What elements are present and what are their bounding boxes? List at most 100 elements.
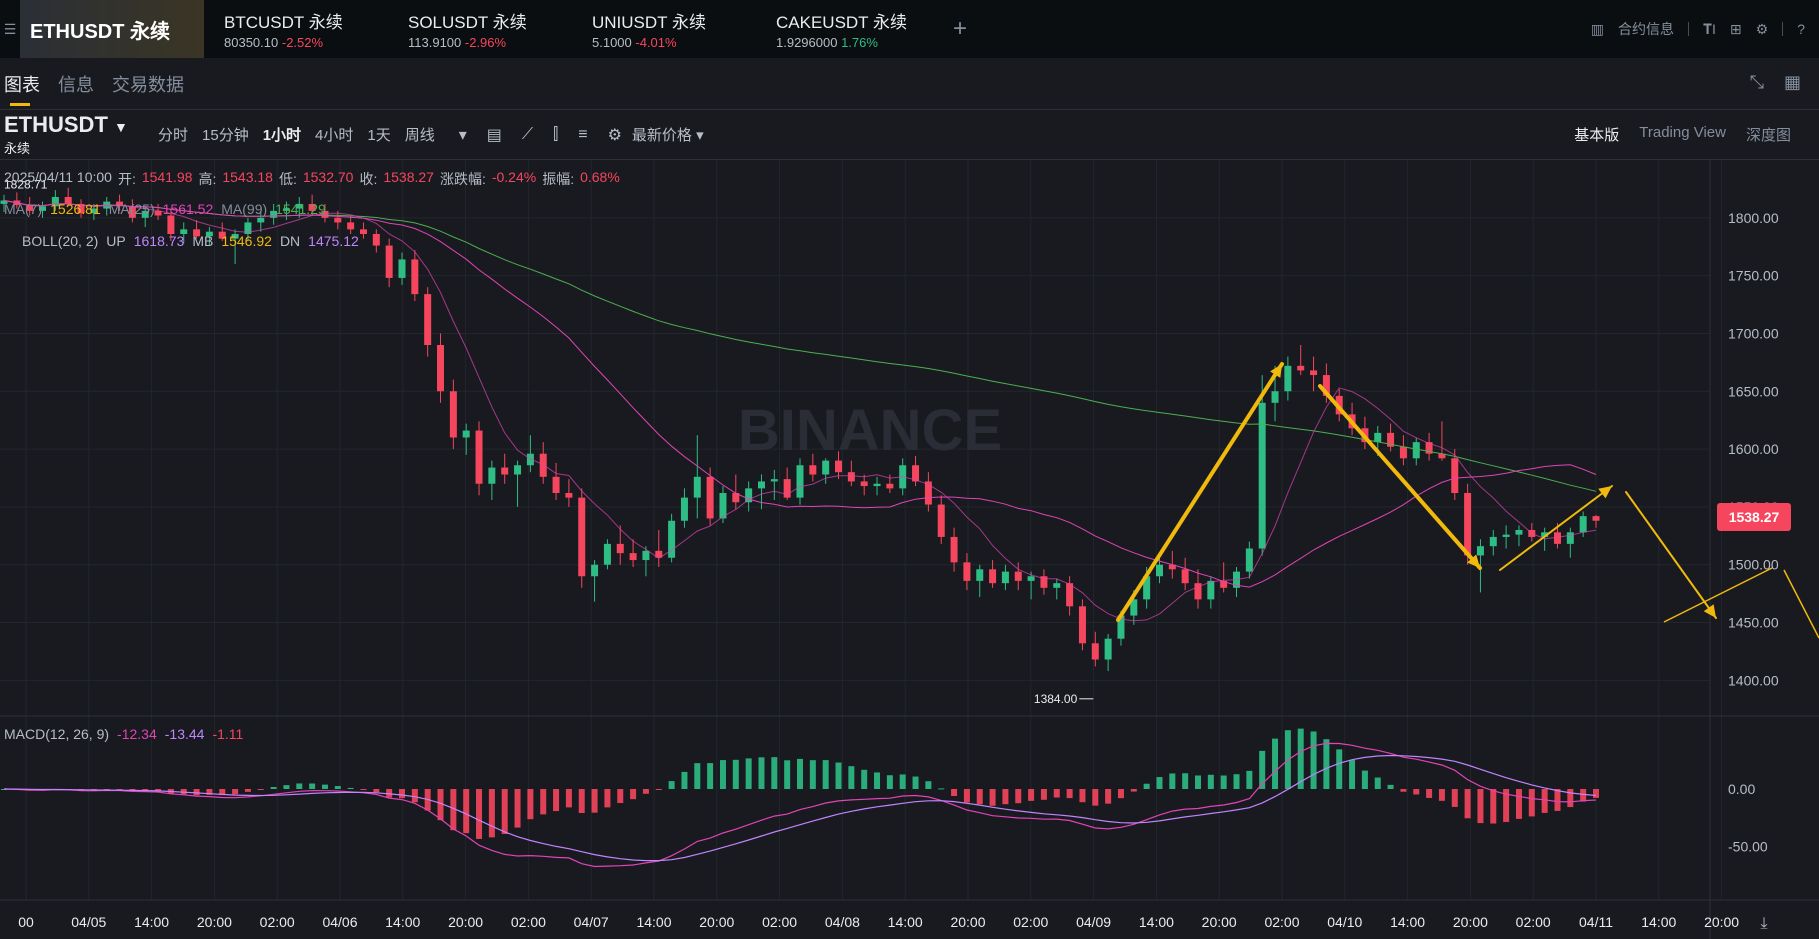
price-type-select[interactable]: 最新价格 ▾ — [631, 127, 704, 144]
candle-body — [501, 467, 509, 475]
symbol-selector[interactable]: ETHUSDT ▼ 永续 — [0, 112, 158, 157]
more-intervals-icon[interactable]: ▾ — [458, 126, 467, 144]
x-tick-label: 02:00 — [762, 914, 797, 930]
macd-y-tick-label: -50.00 — [1728, 839, 1768, 855]
macd-hist-bar — [1451, 789, 1458, 807]
view-tabs: 图表 信息 交易数据 ⤡ ▦ — [0, 58, 1819, 110]
macd-hist-bar — [938, 788, 945, 790]
ticker-tab-sol[interactable]: SOLUSDT 永续 113.9100 -2.96% — [388, 0, 572, 58]
candle-style-icon[interactable]: ⫿ — [553, 125, 559, 143]
ticker-tab-uni[interactable]: UNIUSDT 永续 5.1000 -4.01% — [572, 0, 756, 58]
candle-body — [372, 234, 380, 246]
candle-body — [1566, 532, 1574, 544]
candle-body — [257, 217, 265, 223]
macd-hist-bar — [1015, 789, 1022, 804]
macd-hist-bar — [1028, 789, 1035, 801]
macd-hist-bar — [1066, 789, 1073, 799]
x-tick-label: 02:00 — [1264, 914, 1299, 930]
y-tick-label: 1450.00 — [1728, 615, 1779, 631]
ma-legend: MA(7) 1526.81 MA(25) 1561.52 MA(99) 1541.29 — [4, 201, 326, 217]
candle-body — [1181, 569, 1189, 584]
layout-icon[interactable]: ▦ — [1783, 72, 1801, 92]
calendar-icon[interactable]: ▤ — [486, 126, 502, 144]
candle-body — [449, 391, 457, 438]
amplitude-value: 0.68% — [580, 169, 620, 185]
macd-hist-bar — [1515, 789, 1522, 819]
chart-settings-icon[interactable]: ⚙ — [607, 126, 622, 144]
macd-hist-bar — [1567, 789, 1574, 808]
macd-hist-bar — [874, 772, 881, 789]
candle-body — [822, 460, 830, 475]
contract-info-link[interactable]: 合约信息 — [1618, 21, 1674, 37]
macd-hist-bar — [142, 789, 149, 791]
x-tick-label: 04/10 — [1327, 914, 1362, 930]
interval-line[interactable]: 分时 — [158, 127, 189, 144]
interval-4h[interactable]: 4小时 — [315, 127, 354, 144]
candle-body — [1515, 530, 1523, 535]
menu-icon[interactable]: ☰ — [3, 20, 17, 37]
macd-hist-bar — [553, 789, 560, 812]
interval-1d[interactable]: 1天 — [367, 127, 391, 144]
collapse-icon[interactable]: ⤡ — [1749, 72, 1764, 92]
macd-hist-bar — [1182, 773, 1189, 789]
view-basic[interactable]: 基本版 — [1574, 127, 1620, 144]
x-tick-label: 14:00 — [1390, 914, 1425, 930]
candle-body — [745, 488, 753, 503]
macd-hist-bar — [399, 789, 405, 799]
layout-grid-icon[interactable]: ⊞ — [1729, 20, 1742, 37]
macd-hist-bar — [270, 787, 277, 789]
macd-hist-bar — [707, 763, 714, 789]
candle-body — [770, 479, 778, 482]
candle-body — [706, 476, 714, 519]
macd-label: MACD(12, 26, 9) — [4, 726, 110, 742]
macd-hist-bar — [1541, 789, 1548, 813]
indicators-icon[interactable]: ≡ — [578, 125, 588, 143]
annotation-arrow-down — [1318, 384, 1482, 570]
settings-gear-icon[interactable]: ⚙ — [1755, 20, 1769, 37]
macd-hist-bar — [1233, 774, 1240, 789]
interval-15m[interactable]: 15分钟 — [202, 127, 249, 144]
ticker-tab-cake[interactable]: CAKEUSDT 永续 1.9296000 1.76% — [756, 0, 940, 58]
contract-info-icon[interactable]: ▥ — [1590, 20, 1604, 37]
fit-screen-icon[interactable]: ⤓ — [1760, 913, 1767, 932]
macd-hist-bar — [784, 760, 791, 789]
candle-body — [552, 476, 560, 493]
help-icon[interactable]: ? — [1797, 21, 1805, 37]
macd-hist-bar — [1105, 789, 1112, 804]
ticker-price: 80350.10 — [224, 35, 279, 50]
macd-hist-bar — [681, 771, 688, 789]
interval-1w[interactable]: 周线 — [404, 127, 435, 144]
candlestick-chart[interactable]: 1800.001750.001700.001650.001600.001550.… — [0, 160, 1819, 939]
macd-legend: MACD(12, 26, 9) -12.34 -13.44 -1.11 — [4, 726, 243, 742]
tab-trading-data[interactable]: 交易数据 — [112, 74, 184, 95]
ticker-tab-btc[interactable]: BTCUSDT 永续 80350.10 -2.52% — [204, 0, 388, 58]
divider — [1688, 22, 1689, 36]
active-symbol-tab[interactable]: ETHUSDT 永续 — [20, 0, 204, 58]
candle-body — [26, 205, 34, 211]
symbol-name: ETHUSDT — [4, 112, 108, 137]
macd-hist-bar — [642, 789, 649, 794]
view-tradingview[interactable]: Trading View — [1639, 124, 1726, 141]
annotation-arrow-down-head — [1467, 554, 1480, 568]
tab-info[interactable]: 信息 — [58, 74, 94, 95]
high-marker-label: 1828.71 — [4, 178, 48, 192]
interval-1h[interactable]: 1小时 — [262, 127, 302, 144]
tab-chart[interactable]: 图表 — [4, 58, 40, 110]
macd-hist-bar — [514, 789, 521, 828]
x-tick-label: 04/06 — [322, 914, 357, 930]
add-tab-button[interactable]: + — [952, 15, 967, 42]
candle-body — [629, 553, 637, 561]
view-depth[interactable]: 深度图 — [1745, 127, 1791, 144]
macd-hist-bar — [1092, 789, 1099, 806]
boll-up-value: 1618.73 — [133, 233, 185, 249]
indicator-icon[interactable]: 𝐓I — [1703, 20, 1716, 37]
annotation-arrow-up — [1116, 362, 1284, 622]
x-tick-label: 04/07 — [574, 914, 609, 930]
candle-body — [680, 497, 688, 521]
candle-body — [424, 294, 432, 345]
candle-body — [1130, 599, 1138, 616]
draw-line-icon[interactable]: ⟋ — [521, 125, 534, 143]
macd-hist-bar — [655, 789, 662, 790]
low-label: 低: — [278, 171, 297, 187]
candle-body — [0, 200, 8, 204]
